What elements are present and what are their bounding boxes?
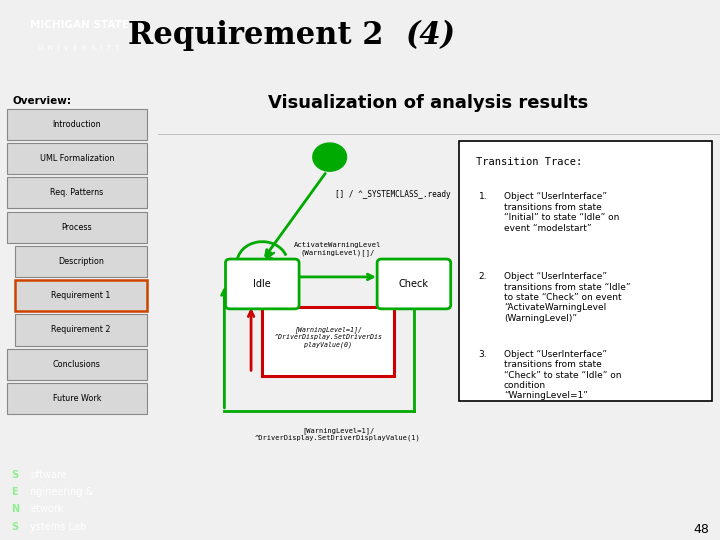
FancyBboxPatch shape [7, 383, 147, 414]
Text: Conclusions: Conclusions [53, 360, 101, 369]
FancyBboxPatch shape [262, 307, 395, 376]
Text: Idle: Idle [253, 279, 271, 289]
Text: E: E [11, 487, 18, 497]
Text: Overview:: Overview: [13, 96, 72, 106]
FancyBboxPatch shape [15, 280, 147, 311]
Text: MICHIGAN STATE: MICHIGAN STATE [30, 19, 129, 30]
Text: [WarningLevel=1]/
^DriverDisplay.SetDriverDis
playValue(0): [WarningLevel=1]/ ^DriverDisplay.SetDriv… [274, 326, 382, 348]
Text: UML Formalization: UML Formalization [40, 154, 114, 163]
Text: ActivateWarningLevel
(WarningLevel)[]/: ActivateWarningLevel (WarningLevel)[]/ [294, 242, 382, 255]
FancyBboxPatch shape [377, 259, 451, 309]
Text: Introduction: Introduction [53, 120, 101, 129]
Text: 3.: 3. [479, 350, 487, 359]
Text: S: S [11, 470, 18, 480]
Text: 2.: 2. [479, 272, 487, 281]
FancyBboxPatch shape [15, 246, 147, 277]
FancyBboxPatch shape [225, 259, 299, 309]
Circle shape [312, 143, 346, 171]
Text: Requirement 2: Requirement 2 [51, 326, 111, 334]
FancyBboxPatch shape [7, 212, 147, 242]
Text: S: S [11, 522, 18, 532]
Text: N: N [11, 504, 19, 515]
FancyBboxPatch shape [15, 314, 147, 346]
Text: Requirement 2: Requirement 2 [128, 19, 395, 51]
Text: Req. Patterns: Req. Patterns [50, 188, 104, 197]
FancyBboxPatch shape [7, 177, 147, 208]
Text: 48: 48 [693, 523, 709, 536]
Text: 1.: 1. [479, 192, 487, 201]
Text: Description: Description [58, 257, 104, 266]
Text: (4): (4) [405, 19, 456, 51]
Text: Future Work: Future Work [53, 394, 101, 403]
FancyBboxPatch shape [7, 109, 147, 140]
Text: [] / ^_SYSTEMCLASS_.ready: [] / ^_SYSTEMCLASS_.ready [336, 190, 451, 199]
Text: ngineering &: ngineering & [30, 487, 94, 497]
Text: Transition Trace:: Transition Trace: [476, 157, 582, 167]
FancyBboxPatch shape [459, 140, 711, 401]
Text: Visualization of analysis results: Visualization of analysis results [268, 94, 588, 112]
Text: oftware: oftware [30, 470, 67, 480]
Text: Object “UserInterface”
transitions from state “Idle”
to state “Check” on event
“: Object “UserInterface” transitions from … [504, 272, 630, 323]
Text: ystems Lab: ystems Lab [30, 522, 86, 532]
Text: etwork: etwork [30, 504, 63, 515]
Text: Requirement 1: Requirement 1 [51, 291, 110, 300]
Text: Process: Process [61, 222, 92, 232]
Text: Object “UserInterface”
transitions from state
“Initial” to state “Idle” on
event: Object “UserInterface” transitions from … [504, 192, 619, 233]
Text: Object “UserInterface”
transitions from state
“Check” to state “Idle” on
conditi: Object “UserInterface” transitions from … [504, 350, 621, 400]
FancyBboxPatch shape [7, 143, 147, 174]
Text: [WarningLevel=1]/
^DriverDisplay.SetDriverDisplayValue(1): [WarningLevel=1]/ ^DriverDisplay.SetDriv… [255, 427, 421, 441]
FancyBboxPatch shape [7, 349, 147, 380]
Text: Check: Check [399, 279, 429, 289]
Text: U  N  I  V  E  R  S  I  T  Y: U N I V E R S I T Y [38, 45, 120, 51]
